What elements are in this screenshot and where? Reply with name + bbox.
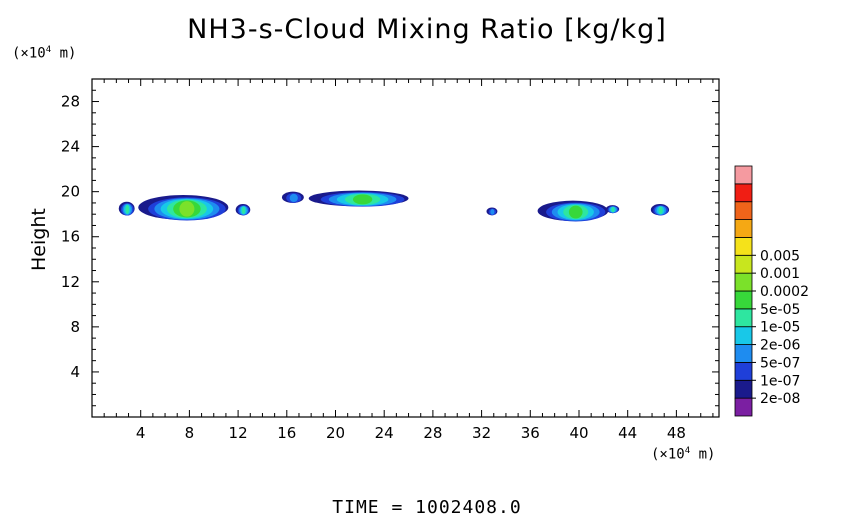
y-tick-label: 4 — [70, 363, 80, 381]
legend-swatch — [734, 183, 753, 203]
cloud-region — [235, 204, 251, 216]
legend-label: 5e-07 — [760, 355, 800, 371]
x-tick-label: 8 — [185, 424, 195, 442]
y-tick-label: 28 — [61, 93, 80, 111]
cloud-contour — [568, 205, 583, 219]
legend-swatch — [734, 344, 753, 363]
legend-label: 2e-08 — [760, 391, 800, 407]
cloud-contour — [241, 206, 246, 215]
cloud-region — [537, 200, 609, 222]
y-axis-unit: (×104 m) — [12, 45, 77, 62]
x-tick-label: 36 — [521, 424, 540, 442]
cloud-contour — [658, 206, 663, 215]
legend-swatch — [734, 219, 753, 238]
cloud-region — [605, 205, 620, 214]
cloud-contour — [611, 207, 615, 213]
time-label: TIME = 1002408.0 — [332, 497, 522, 518]
legend-swatch — [734, 165, 753, 185]
legend-swatch — [734, 201, 753, 220]
legend-swatch — [734, 362, 753, 381]
cloud-contour — [352, 194, 373, 205]
y-tick-label: 20 — [61, 183, 80, 201]
legend-swatch — [734, 254, 753, 274]
legend-swatch — [734, 379, 753, 399]
legend-swatch — [734, 237, 753, 256]
cloud-contour — [289, 193, 298, 203]
legend-swatch — [734, 308, 753, 328]
legend-swatch — [734, 397, 753, 417]
cloud-contour — [125, 204, 130, 214]
legend-label: 5e-05 — [760, 302, 800, 318]
legend-swatch — [734, 326, 753, 345]
x-tick-label: 40 — [569, 424, 588, 442]
cloud-region — [486, 207, 498, 216]
x-tick-label: 16 — [277, 424, 296, 442]
y-tick-label: 8 — [70, 318, 80, 336]
x-tick-label: 20 — [326, 424, 345, 442]
cloud-contour — [490, 209, 495, 215]
cloud-region — [118, 201, 135, 216]
legend-label: 2e-06 — [760, 338, 800, 354]
x-tick-label: 24 — [375, 424, 394, 442]
cloud-region — [138, 195, 229, 221]
x-tick-label: 4 — [136, 424, 146, 442]
legend-swatch — [734, 290, 753, 310]
legend-label: 1e-05 — [760, 320, 800, 336]
x-tick-label: 28 — [423, 424, 442, 442]
chart-title: NH3-s-Cloud Mixing Ratio [kg/kg] — [187, 14, 667, 45]
cloud-region — [308, 190, 409, 207]
legend-swatch — [734, 272, 753, 292]
legend-label: 0.001 — [760, 266, 800, 282]
cloud-region — [650, 204, 670, 216]
plot-frame — [91, 78, 720, 418]
x-tick-label: 32 — [472, 424, 491, 442]
y-tick-label: 24 — [61, 138, 80, 156]
x-tick-label: 44 — [618, 424, 637, 442]
y-tick-label: 16 — [61, 228, 80, 246]
cloud-contour — [179, 201, 195, 217]
legend-label: 1e-07 — [760, 373, 800, 389]
y-tick-label: 12 — [61, 273, 80, 291]
x-tick-label: 12 — [229, 424, 248, 442]
legend-label: 0.005 — [760, 248, 800, 264]
x-tick-label: 48 — [667, 424, 686, 442]
cloud-region — [281, 191, 304, 203]
legend-label: 0.0002 — [760, 284, 809, 300]
x-axis-unit: (×104 m) — [651, 446, 716, 463]
